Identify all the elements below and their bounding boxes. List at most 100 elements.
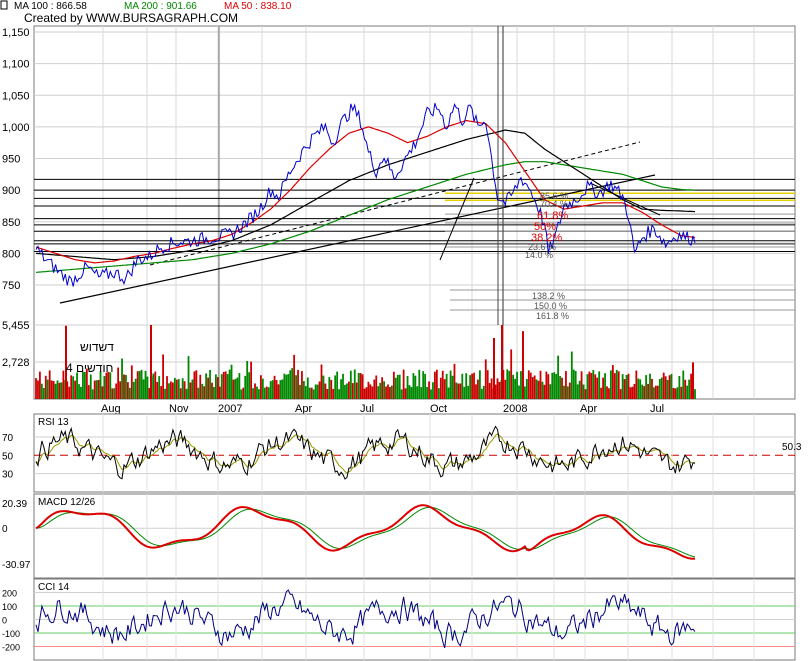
volume-bar [398,374,401,399]
rsi-lines [35,425,696,480]
fib-label-1382: 138.2 % [532,291,565,301]
volume-bar [647,383,649,399]
volume-bar [439,377,442,399]
volume-bar [441,370,444,399]
volume-bar [572,369,575,399]
volume-bar [396,374,399,399]
volume-bar [50,380,53,399]
volume-bar [664,376,667,399]
ma50-line [35,119,696,264]
volume-spike [65,325,67,399]
volume-bar [144,370,147,399]
cci-line [35,589,696,649]
volume-bar [412,373,415,399]
fib-label-618: 61.8% [537,210,568,222]
volume-bar [209,369,211,399]
volume-bar [606,386,608,399]
volume-bar [367,381,370,399]
volume-bar [248,372,251,399]
x-tick-label: Aug [101,403,121,415]
x-tick-label: 2007 [218,403,242,415]
cci-grid: 200 100 0 -100 -200 [2,579,795,660]
volume-bar [553,372,556,399]
volume-bar [580,371,583,399]
volume-bar [97,379,100,399]
volume-bar [336,371,339,399]
volume-bar [473,372,475,399]
volume-bar [289,370,292,399]
volume-bar [269,381,272,399]
volume-bar [103,376,106,399]
volume-bar [445,373,448,399]
volume-bar [48,370,51,399]
volume-bar [301,371,303,399]
volume-bar [119,381,121,399]
volume-bar [297,369,299,399]
volume-bar [494,384,497,399]
volume-bar [611,365,614,399]
horizontal-levels [34,178,795,311]
price-line [35,103,696,287]
volume-bar [222,371,225,399]
volume-bar [226,374,229,399]
volume-bar [418,369,421,399]
volume-bar [590,373,593,399]
volume-bar [189,382,192,399]
volume-bar [443,379,446,399]
volume-bar [330,379,333,399]
volume-bar [520,371,522,399]
volume-bar [619,389,622,399]
volume-bar [72,376,75,399]
fib-label-704: 70.4 % [540,199,568,209]
macd-lines [35,504,696,560]
legend-toggle-box[interactable] [0,0,8,10]
fib-labels: 85.6 % 70.4 % 61.8% 50% 38.2% 23.6 % 14.… [525,191,569,321]
volume-bar [242,387,245,399]
cci-tick-label: -100 [2,629,20,639]
volume-bar [566,386,569,399]
macd-panel: 0 MACD 12/26 20.39 -30.97 [2,493,796,579]
cci-tick-label: 100 [2,602,17,612]
volume-bar [668,375,671,399]
volume-bar [582,384,585,399]
volume-bar [430,389,432,399]
volume-bar [414,375,417,399]
volume-bar [70,375,73,399]
volume-bar [666,379,669,399]
x-tick-label: Nov [169,403,189,415]
volume-bar [320,364,323,399]
fib-label-150: 150.0 % [534,301,567,311]
volume-bar [230,364,233,399]
volume-bar [140,369,143,399]
volume-bar [318,381,321,399]
rsi-panel-frame [33,413,796,493]
volume-bar [557,355,560,399]
volume-bar [437,388,440,399]
volume-bar [134,378,137,399]
volume-bar [314,384,317,399]
volume-spike [493,337,495,399]
volume-bar [224,371,227,399]
volume-bar [453,363,456,399]
volume-bar [197,387,200,399]
volume-bar [236,377,239,399]
volume-bar [156,381,159,399]
volume-bar [162,354,165,399]
volume-bar [596,377,599,399]
fib-label-856: 85.6 % [540,191,568,201]
price-panel: 1,150 1,100 1,050 1,000 950 900 850 800 750 5,455… [2,25,796,400]
volume-bar [602,377,604,399]
volume-bar [244,375,247,399]
volume-bar [649,373,651,399]
volume-bar [385,386,387,399]
macd-top-value: 20.39 [2,499,27,510]
rsi-tick-label: 70 [2,433,14,444]
volume-bar [136,371,139,399]
volume-bar [295,375,297,399]
volume-bar [177,379,180,399]
volume-bar [216,377,219,399]
volume-bar [361,374,364,399]
volume-bar [656,385,659,399]
volume-bar [682,370,685,399]
volume-bar [688,379,691,399]
